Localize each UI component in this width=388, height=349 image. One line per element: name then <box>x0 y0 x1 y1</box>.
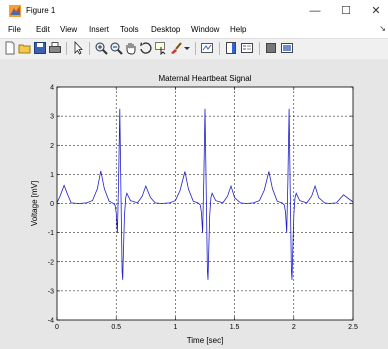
x-tick-label: 2 <box>292 324 296 331</box>
y-tick-label: 3 <box>50 114 54 121</box>
close-button[interactable]: ✕ <box>371 5 381 17</box>
matlab-logo-icon <box>9 5 21 17</box>
y-axis-label: Voltage [mV] <box>30 181 39 226</box>
heartbeat-series-line <box>56 108 354 280</box>
y-tick-label: 1 <box>50 172 54 179</box>
menu-bar: File Edit View Insert Tools Desktop Wind… <box>0 22 388 38</box>
title-bar[interactable]: Figure 1 — ☐ ✕ <box>0 0 388 22</box>
zoom-out-icon[interactable] <box>109 41 123 55</box>
maximize-button[interactable]: ☐ <box>341 5 351 17</box>
open-file-icon[interactable] <box>18 41 32 55</box>
y-tick-label: 2 <box>50 143 54 150</box>
menu-window[interactable]: Window <box>191 25 220 34</box>
menu-overflow-icon[interactable]: ↘ <box>379 24 386 33</box>
figure-toolbar <box>0 38 388 60</box>
print-icon[interactable] <box>48 41 62 55</box>
brush-icon[interactable] <box>169 41 183 55</box>
y-tick-label: -4 <box>48 318 54 325</box>
y-tick-label: -1 <box>48 230 54 237</box>
dropdown-arrow-icon[interactable] <box>183 41 191 55</box>
toolbar-separator <box>219 42 220 55</box>
menu-desktop[interactable]: Desktop <box>151 25 181 34</box>
edit-plot-arrow-icon[interactable] <box>71 41 85 55</box>
plot-area[interactable]: Maternal Heartbeat Signal Time [sec] Vol… <box>0 59 388 349</box>
x-tick-label: 1 <box>173 324 177 331</box>
tick-marks <box>56 86 354 321</box>
menu-tools[interactable]: Tools <box>120 25 139 34</box>
pan-hand-icon[interactable] <box>124 41 138 55</box>
rotate-3d-icon[interactable] <box>139 41 153 55</box>
insert-legend-icon[interactable] <box>240 41 254 55</box>
data-cursor-icon[interactable] <box>154 41 168 55</box>
menu-file[interactable]: File <box>8 25 21 34</box>
new-figure-icon[interactable] <box>3 41 17 55</box>
toolbar-separator <box>195 42 196 55</box>
menu-help[interactable]: Help <box>230 25 247 34</box>
chart-title: Maternal Heartbeat Signal <box>159 74 252 83</box>
y-tick-label: -2 <box>48 259 54 266</box>
link-plot-icon[interactable] <box>200 41 214 55</box>
x-tick-label: 2.5 <box>348 324 358 331</box>
save-icon[interactable] <box>33 41 47 55</box>
toolbar-separator <box>66 42 67 55</box>
show-plot-tools-icon[interactable] <box>280 41 294 55</box>
window-title: Figure 1 <box>26 6 56 15</box>
insert-colorbar-icon[interactable] <box>224 41 238 55</box>
x-tick-label: 0 <box>55 324 59 331</box>
x-tick-label: 1.5 <box>230 324 240 331</box>
x-tick-label: 0.5 <box>111 324 121 331</box>
y-tick-label: -3 <box>48 288 54 295</box>
menu-insert[interactable]: Insert <box>89 25 110 34</box>
y-tick-label: 0 <box>50 201 54 208</box>
toolbar-separator <box>89 42 90 55</box>
x-axis-label: Time [sec] <box>187 336 224 345</box>
zoom-in-icon[interactable] <box>94 41 108 55</box>
menu-view[interactable]: View <box>60 25 78 34</box>
hide-plot-tools-icon[interactable] <box>264 41 278 55</box>
minimize-button[interactable]: — <box>309 5 321 17</box>
toolbar-separator <box>259 42 260 55</box>
menu-edit[interactable]: Edit <box>36 25 50 34</box>
y-tick-label: 4 <box>50 85 54 92</box>
